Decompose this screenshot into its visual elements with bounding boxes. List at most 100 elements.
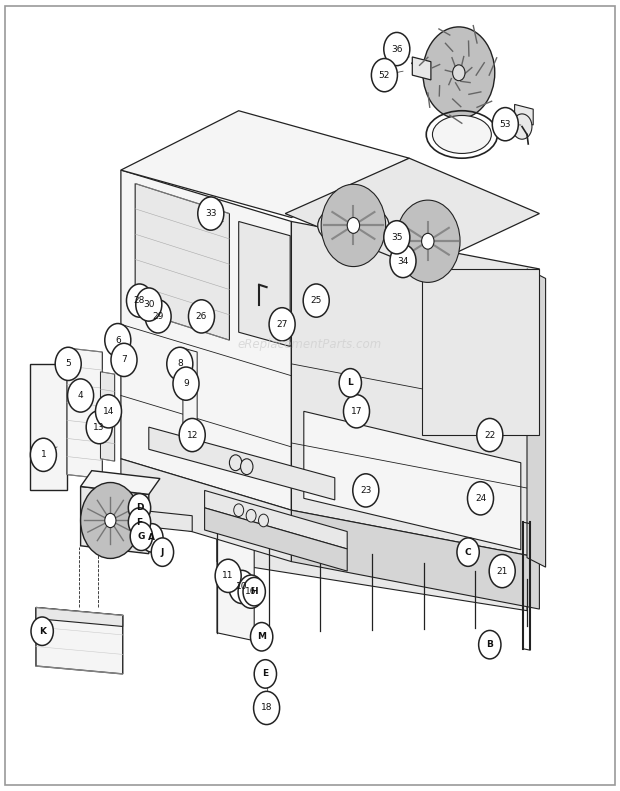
Polygon shape [217, 530, 527, 611]
Circle shape [215, 559, 241, 592]
Polygon shape [217, 530, 254, 641]
Circle shape [167, 347, 193, 380]
Text: 11: 11 [223, 571, 234, 581]
Polygon shape [304, 411, 521, 550]
Circle shape [173, 367, 199, 400]
Polygon shape [121, 170, 291, 510]
Text: 17: 17 [351, 407, 362, 416]
Text: A: A [148, 533, 156, 543]
Circle shape [229, 455, 242, 471]
Polygon shape [67, 348, 102, 479]
Circle shape [479, 630, 501, 659]
Polygon shape [36, 607, 123, 674]
Circle shape [188, 300, 215, 333]
Circle shape [250, 623, 273, 651]
Polygon shape [36, 607, 123, 626]
Circle shape [384, 221, 410, 254]
Circle shape [151, 538, 174, 566]
Text: D: D [136, 503, 143, 513]
Polygon shape [149, 427, 335, 500]
Polygon shape [121, 111, 409, 218]
Text: K: K [38, 626, 46, 636]
Circle shape [111, 343, 137, 377]
Polygon shape [140, 510, 192, 532]
Polygon shape [285, 158, 539, 269]
Circle shape [303, 284, 329, 317]
Polygon shape [291, 221, 539, 558]
Text: 29: 29 [153, 312, 164, 321]
Circle shape [145, 300, 171, 333]
Circle shape [86, 411, 112, 444]
Text: M: M [257, 632, 266, 642]
Circle shape [136, 288, 162, 321]
Text: 6: 6 [115, 335, 121, 345]
Text: J: J [161, 547, 164, 557]
Circle shape [492, 108, 518, 141]
Circle shape [241, 459, 253, 475]
Circle shape [229, 570, 255, 604]
Text: 21: 21 [497, 566, 508, 576]
Text: 28: 28 [134, 296, 145, 305]
Circle shape [128, 508, 151, 536]
Circle shape [384, 32, 410, 66]
Text: 27: 27 [277, 320, 288, 329]
Text: 7: 7 [121, 355, 127, 365]
Polygon shape [205, 508, 347, 571]
Circle shape [254, 660, 277, 688]
Polygon shape [100, 372, 115, 461]
Text: 25: 25 [311, 296, 322, 305]
Text: G: G [138, 532, 145, 541]
Circle shape [423, 27, 495, 119]
Circle shape [141, 524, 163, 552]
Circle shape [269, 308, 295, 341]
Polygon shape [183, 348, 197, 455]
Circle shape [105, 513, 116, 528]
Polygon shape [527, 269, 546, 567]
Circle shape [321, 184, 386, 267]
Text: 14: 14 [103, 407, 114, 416]
Circle shape [259, 514, 268, 527]
Polygon shape [175, 358, 185, 384]
Text: L: L [347, 378, 353, 388]
Text: 4: 4 [78, 391, 84, 400]
Text: 9: 9 [183, 379, 189, 388]
Circle shape [30, 438, 56, 471]
Circle shape [371, 59, 397, 92]
Circle shape [126, 284, 153, 317]
Circle shape [198, 197, 224, 230]
Text: 16: 16 [246, 587, 257, 596]
Polygon shape [81, 486, 149, 554]
Text: F: F [136, 517, 143, 527]
Polygon shape [121, 459, 291, 562]
Polygon shape [135, 184, 229, 340]
Circle shape [128, 494, 151, 522]
Text: 30: 30 [143, 300, 154, 309]
Polygon shape [30, 364, 67, 490]
Ellipse shape [317, 203, 389, 248]
Circle shape [246, 509, 256, 522]
Text: 33: 33 [205, 209, 216, 218]
Circle shape [238, 575, 264, 608]
Text: 22: 22 [484, 430, 495, 440]
Text: 5: 5 [65, 359, 71, 369]
Circle shape [347, 218, 360, 233]
Text: 36: 36 [391, 44, 402, 54]
Polygon shape [291, 510, 539, 609]
Polygon shape [422, 269, 539, 435]
Polygon shape [81, 471, 160, 494]
Circle shape [105, 324, 131, 357]
Circle shape [339, 369, 361, 397]
Circle shape [55, 347, 81, 380]
Circle shape [390, 244, 416, 278]
Text: C: C [465, 547, 471, 557]
Circle shape [243, 577, 265, 606]
Text: 23: 23 [360, 486, 371, 495]
Text: B: B [486, 640, 494, 649]
Circle shape [343, 395, 370, 428]
Text: 10: 10 [236, 582, 247, 592]
Circle shape [457, 538, 479, 566]
Text: 52: 52 [379, 70, 390, 80]
Text: 24: 24 [475, 494, 486, 503]
Circle shape [254, 691, 280, 725]
Circle shape [453, 65, 465, 81]
